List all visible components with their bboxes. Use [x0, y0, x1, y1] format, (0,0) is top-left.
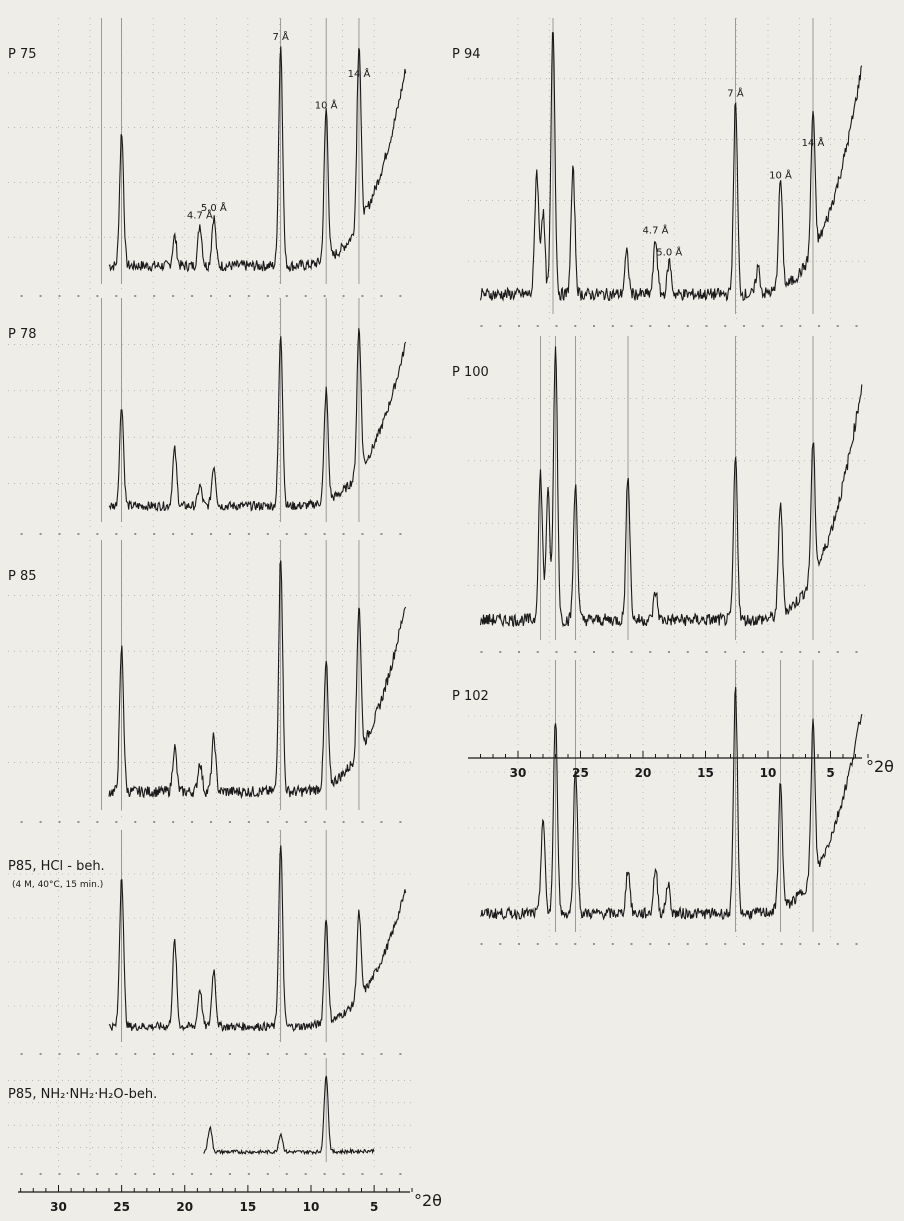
diffractogram-trace [108, 845, 407, 1033]
xrd-panel: P 75 7 Å 10 Å 14 Å 4.7 Å5.0 Å [8, 18, 412, 297]
xrd-panel: P 102 [452, 660, 868, 945]
peak-annotation: 4.7 Å [187, 208, 213, 221]
xrd-panel: P85, HCl - beh. (4 M, 40°C, 15 min.) [8, 830, 412, 1055]
diffractogram-trace [480, 686, 863, 921]
peak-annotation: 5.0 Å [656, 245, 682, 258]
x-tick-label: 30 [510, 766, 527, 780]
x-tick-label: 20 [176, 1200, 193, 1214]
peak-annotation: 7 Å [273, 30, 290, 43]
sample-label: P 100 [452, 365, 489, 380]
x-tick-label: 15 [240, 1200, 257, 1214]
sample-label: P 78 [8, 327, 37, 342]
peak-annotation: 5.0 Å [201, 201, 227, 214]
x-tick-label: 30 [50, 1200, 67, 1214]
xrd-panel: P 78 [8, 298, 412, 535]
x-axis-title: °2θ [414, 1191, 442, 1210]
sample-subtitle: (4 M, 40°C, 15 min.) [12, 880, 103, 890]
x-tick-label: 10 [760, 766, 777, 780]
sample-label: P85, HCl - beh. [8, 859, 105, 874]
peak-annotation: 10 Å [315, 99, 338, 112]
x-tick-label: 15 [697, 766, 714, 780]
diffractogram-trace [479, 32, 863, 302]
peak-annotation: 4.7 Å [643, 224, 669, 237]
peak-annotation: 14 Å [348, 67, 371, 80]
x-tick-label: 20 [635, 766, 652, 780]
x-axis: 30 25 20 15 10 5 °2θ [18, 1185, 442, 1214]
xrd-panel: P 94 7 Å 10 Å 14 Å 4.7 Å 5.0 Å [452, 18, 868, 327]
x-tick-label: 10 [303, 1200, 320, 1214]
diffractogram-trace [108, 328, 407, 512]
xrd-panel: P 100 [452, 336, 868, 653]
x-axis: 30 25 20 15 10 5 °2θ [468, 751, 894, 780]
sample-label: P 75 [8, 47, 37, 62]
diffractogram-trace [108, 560, 407, 800]
diffractogram-trace [203, 1075, 375, 1156]
x-tick-label: 25 [572, 766, 589, 780]
sample-label: P 102 [452, 689, 489, 704]
x-tick-label: 5 [370, 1200, 378, 1214]
peak-annotation: 7 Å [727, 87, 744, 100]
sample-label: P85, NH₂·NH₂·H₂O-beh. [8, 1087, 157, 1102]
diffractogram-trace [479, 346, 863, 628]
xrd-panel: P85, NH₂·NH₂·H₂O-beh. [8, 1058, 412, 1175]
peak-annotation: 10 Å [769, 169, 792, 182]
sample-label: P 85 [8, 569, 37, 584]
xrd-panel: P 85 [8, 540, 412, 823]
diffractogram-trace [108, 46, 407, 273]
x-axis-title: °2θ [866, 757, 894, 776]
peak-annotation: 14 Å [802, 136, 825, 149]
x-tick-label: 25 [113, 1200, 130, 1214]
sample-label: P 94 [452, 47, 481, 62]
x-tick-label: 5 [826, 766, 834, 780]
